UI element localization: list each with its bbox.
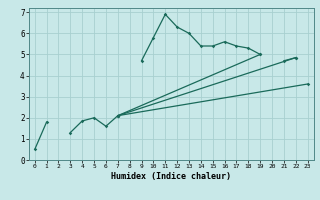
X-axis label: Humidex (Indice chaleur): Humidex (Indice chaleur) [111,172,231,181]
